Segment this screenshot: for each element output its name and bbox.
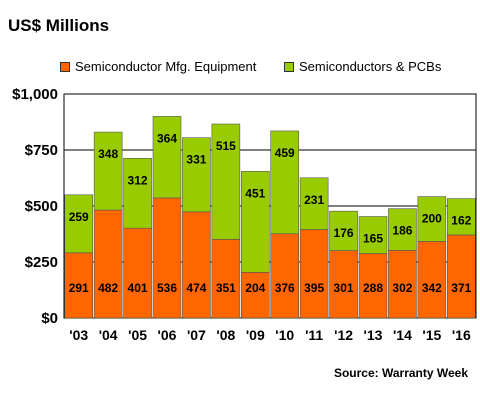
data-label-equipment: 401 [128,281,148,295]
data-label-equipment: 204 [245,281,265,295]
data-label-equipment: 371 [451,281,471,295]
data-label-semiconductors: 165 [363,232,383,246]
data-label-semiconductors: 459 [275,146,295,160]
bar-equipment [417,241,447,319]
bar-semiconductors [270,130,300,235]
data-label-equipment: 376 [275,281,295,295]
x-tick-label: '08 [216,327,235,343]
bar-equipment [358,253,388,319]
legend: Semiconductor Mfg. Equipment Semiconduct… [60,56,470,80]
x-tick-label: '14 [393,327,412,343]
bar-equipment [211,239,241,319]
bars [64,116,476,319]
x-tick-label: '16 [452,327,471,343]
data-label-semiconductors: 451 [245,186,265,200]
x-tick-label: '09 [246,327,265,343]
data-label-equipment: 301 [334,281,354,295]
bar-equipment [123,227,152,319]
x-tick-label: '06 [158,327,177,343]
x-tick-label: '07 [187,327,206,343]
data-label-semiconductors: 515 [216,139,236,153]
x-axis-ticks: '03 '04 '05 '06 '07 '08 '09 '10 '11 '12 '13 '14 '15 '… [69,327,471,343]
x-tick-label: '04 [99,327,118,343]
y-tick-label: $500 [25,198,58,215]
x-tick-label: '13 [364,327,383,343]
data-label-equipment: 302 [392,281,412,295]
data-label-semiconductors: 312 [128,173,148,187]
bar-equipment [240,272,270,319]
bar-equipment [182,211,211,319]
data-label-semiconductors: 331 [186,153,206,167]
data-label-semiconductors: 231 [304,193,324,207]
bar-equipment [446,234,476,319]
bar-equipment [388,250,417,319]
data-label-equipment: 395 [304,281,324,295]
bar-equipment [299,229,329,319]
y-tick-label: $0 [41,310,58,327]
data-label-equipment: 536 [157,281,177,295]
bar-equipment [270,233,300,319]
bar-semiconductors [211,123,241,240]
data-label-semiconductors: 186 [392,224,412,238]
legend-label-semiconductors: Semiconductors & PCBs [299,59,442,74]
bar-semiconductors [446,198,476,236]
data-label-semiconductors: 364 [157,131,177,145]
data-label-semiconductors: 200 [422,212,442,226]
bar-semiconductors [388,208,417,251]
bar-semiconductors [329,210,358,251]
x-tick-label: '11 [305,327,323,343]
data-label-equipment: 291 [69,281,89,295]
data-label-semiconductors: 348 [98,147,118,161]
legend-swatch-equipment [60,61,70,72]
data-label-equipment: 351 [216,281,236,295]
bar-semiconductors [240,170,270,273]
y-axis-ticks: $0 $250 $500 $750 $1,000 [12,86,58,327]
legend-swatch-semiconductors [284,61,294,72]
bar-equipment [64,252,94,319]
bar-equipment [152,197,182,319]
x-tick-label: '15 [422,327,441,343]
bar-semiconductors [152,116,182,199]
data-label-equipment: 342 [422,281,442,295]
bar-semiconductors [93,131,123,211]
bar-semiconductors [299,177,329,230]
x-tick-label: '05 [128,327,147,343]
bar-semiconductors [358,216,388,254]
data-labels: 291 259 482 348 401 312 536 364 474 331 351 515 204 4… [69,131,472,295]
x-tick-label: '10 [275,327,294,343]
y-tick-label: $750 [25,142,58,159]
bar-semiconductors [182,137,211,213]
bar-semiconductors [64,194,94,254]
chart-title: US$ Millions [8,16,110,35]
y-tick-label: $1,000 [12,86,58,103]
data-label-equipment: 288 [363,281,383,295]
data-label-equipment: 482 [98,281,118,295]
legend-item-semiconductors: Semiconductors & PCBs [284,59,441,74]
bar-semiconductors [123,157,152,229]
bar-semiconductors [417,196,447,242]
data-label-equipment: 474 [186,281,206,295]
data-label-semiconductors: 162 [451,214,471,228]
legend-label-equipment: Semiconductor Mfg. Equipment [75,59,257,74]
x-tick-label: '12 [334,327,353,343]
data-label-semiconductors: 176 [334,226,354,240]
y-tick-label: $250 [25,254,58,271]
data-label-semiconductors: 259 [69,210,89,224]
bar-equipment [329,250,358,319]
x-tick-label: '03 [69,327,88,343]
bar-equipment [93,209,123,319]
source-note: Source: Warranty Week [333,366,468,380]
legend-item-equipment: Semiconductor Mfg. Equipment [60,59,256,74]
